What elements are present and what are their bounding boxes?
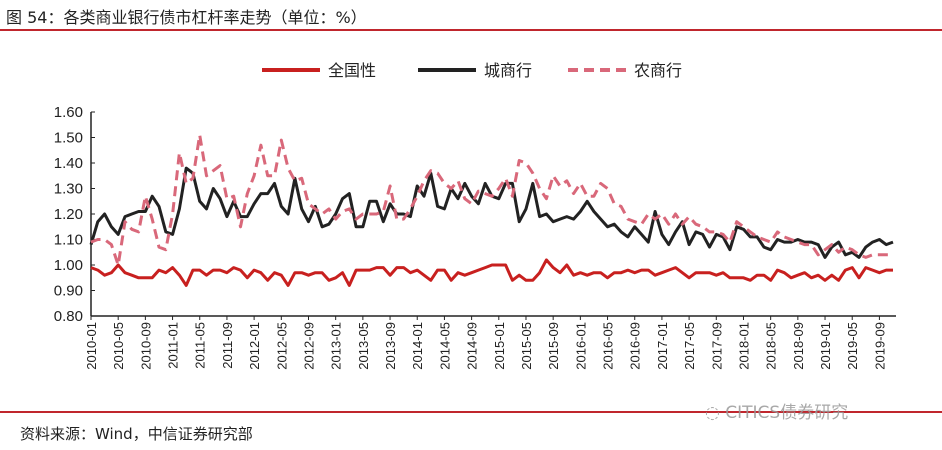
title-divider [0,29,942,31]
x-tick-label: 2016-05 [601,322,616,370]
series-line-1 [90,258,893,287]
x-tick-label: 2012-05 [274,322,289,370]
x-tick-label: 2013-01 [329,322,344,370]
y-tick-label: 0.90 [54,283,83,300]
x-tick-label: 2010-01 [84,322,99,370]
x-tick-label: 2014-09 [465,322,480,370]
series-line-3 [90,133,893,267]
watermark-text: CITICS债券研究 [725,403,849,423]
x-tick-label: 2017-09 [709,322,724,370]
x-tick-label: 2019-05 [845,322,860,370]
x-tick-label: 2014-05 [437,322,452,370]
x-tick-label: 2018-09 [791,322,806,370]
x-tick-label: 2014-01 [410,322,425,370]
legend-label: 城商行 [484,61,532,80]
x-tick-label: 2016-01 [573,322,588,370]
leverage-line-chart: 0.80 0.90 1.00 1.10 1.20 1.30 1.40 1.50 1.60 2010… [54,61,896,370]
y-tick-label: 1.50 [54,130,83,147]
x-tick-label: 2016-09 [628,322,643,370]
footer-divider [0,411,942,413]
source-note: 资料来源：Wind，中信证券研究部 [20,425,253,443]
x-tick-label: 2011-09 [220,322,235,369]
x-tick-label: 2013-09 [383,322,398,370]
legend-label: 农商行 [634,61,682,80]
y-tick-label: 0.80 [54,308,83,325]
wechat-icon: ◌ [705,403,726,423]
x-tick-label: 2012-01 [247,322,262,370]
x-tick-label: 2013-05 [356,322,371,370]
y-tick-label: 1.20 [54,206,83,223]
x-tick-label: 2017-05 [682,322,697,370]
series-line-2 [89,166,894,259]
x-tick-label: 2015-09 [546,322,561,370]
x-tick-label: 2018-01 [736,322,751,370]
x-tick-label: 2012-09 [301,322,316,370]
x-tick-label: 2019-09 [872,322,887,370]
y-tick-label: 1.60 [54,104,83,121]
y-tick-label: 1.10 [54,232,83,249]
x-tick-label: 2015-01 [492,322,507,370]
x-tick-label: 2018-05 [764,322,779,370]
x-tick-label: 2010-05 [111,322,126,370]
y-tick-label: 1.30 [54,181,83,198]
watermark: ◌ CITICS债券研究 [705,398,848,423]
x-tick-label: 2010-09 [138,322,153,370]
figure-title: 图 54：各类商业银行债市杠杆率走势（单位：%） [6,8,367,27]
y-tick-label: 1.40 [54,155,83,172]
x-tick-label: 2017-01 [655,322,670,370]
x-tick-label: 2019-01 [818,322,833,370]
legend-label: 全国性 [328,61,376,80]
x-tick-label: 2011-01 [166,322,181,369]
x-tick-label: 2015-05 [519,322,534,370]
x-tick-label: 2011-05 [193,322,208,369]
y-tick-label: 1.00 [54,257,83,274]
